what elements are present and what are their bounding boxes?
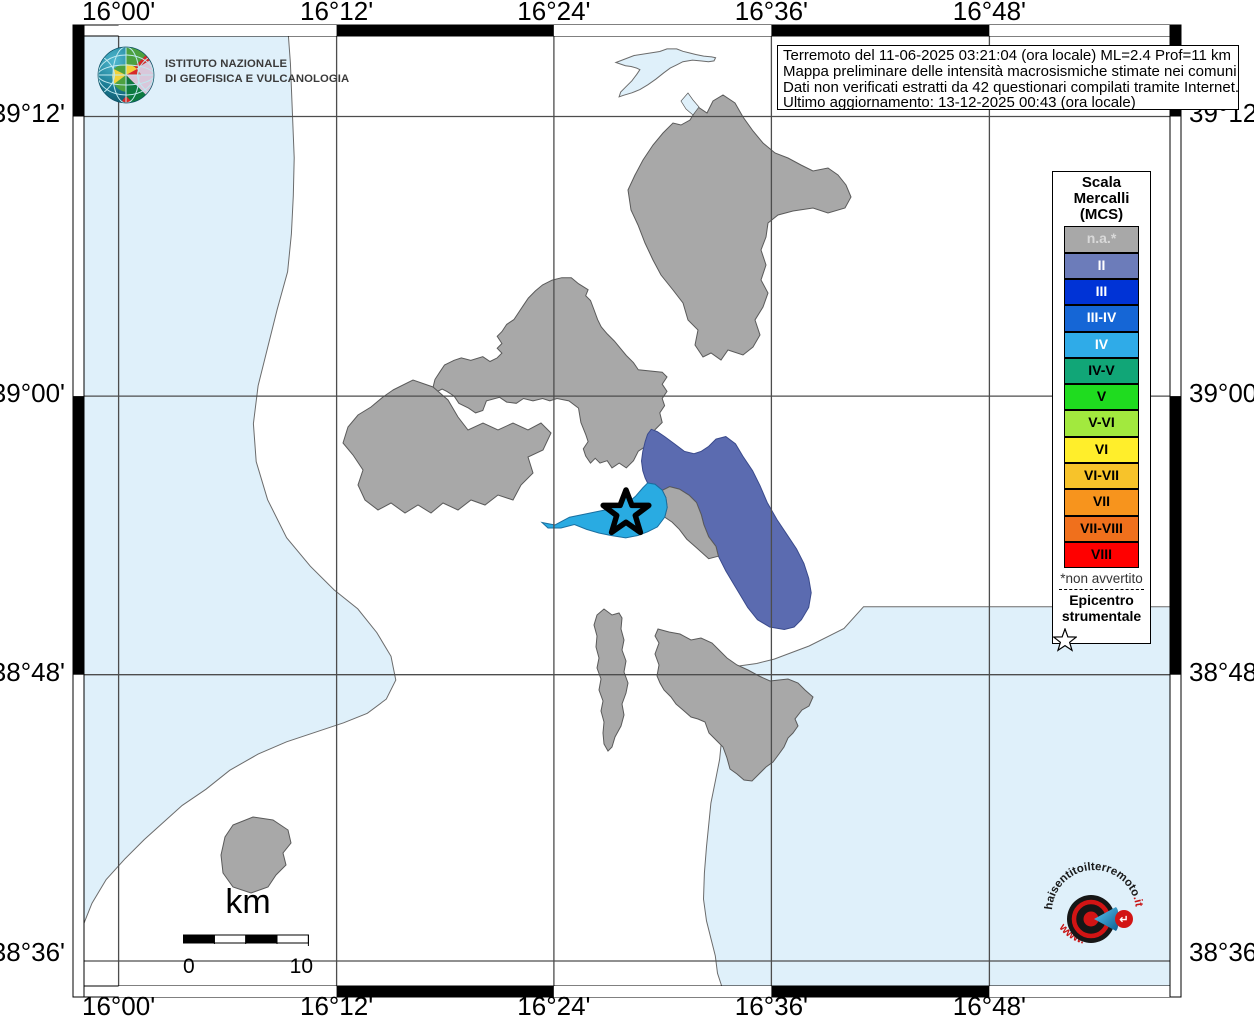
svg-text:16°36': 16°36'	[735, 0, 808, 26]
svg-text:39°00': 39°00'	[0, 378, 65, 408]
svg-text:38°36': 38°36'	[1189, 937, 1254, 967]
svg-text:16°12': 16°12'	[300, 0, 373, 26]
svg-text:39°00': 39°00'	[1189, 378, 1254, 408]
svg-text:↵: ↵	[1119, 914, 1128, 926]
svg-text:ISTITUTO NAZIONALE: ISTITUTO NAZIONALE	[165, 58, 287, 70]
svg-text:38°36': 38°36'	[0, 937, 65, 967]
svg-text:38°48': 38°48'	[0, 657, 65, 687]
svg-text:16°00': 16°00'	[82, 0, 155, 26]
svg-text:DI GEOFISICA E VULCANOLOGIA: DI GEOFISICA E VULCANOLOGIA	[165, 73, 349, 85]
svg-text:39°12': 39°12'	[0, 98, 65, 128]
svg-text:38°48': 38°48'	[1189, 657, 1254, 687]
svg-text:16°24': 16°24'	[517, 0, 590, 26]
svg-text:16°48': 16°48'	[953, 0, 1026, 26]
